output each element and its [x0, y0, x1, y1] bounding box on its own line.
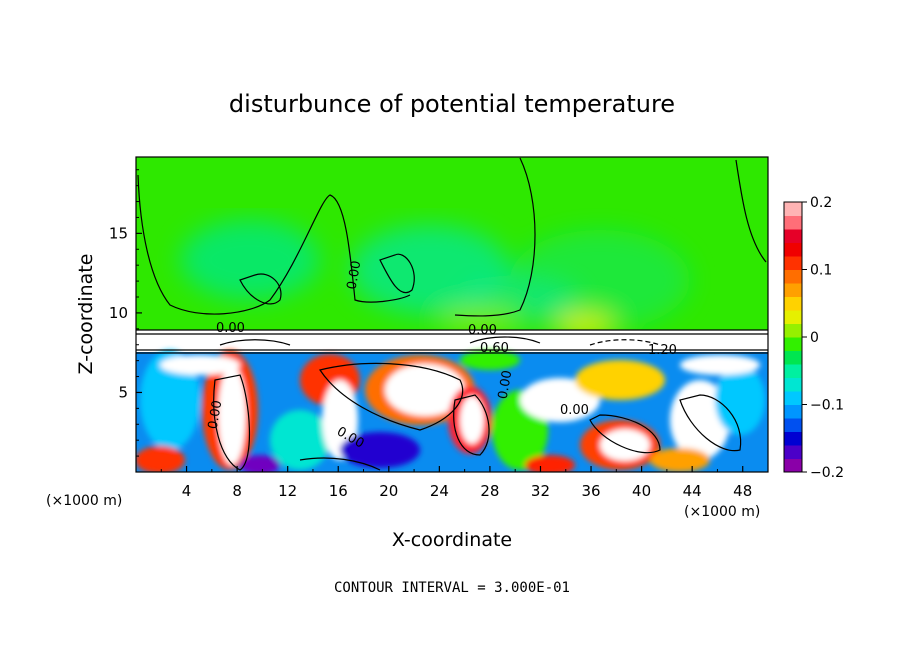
y-tick-label: 15: [109, 224, 128, 242]
contour-label: 0.00: [216, 321, 245, 336]
x-tick-label: 8: [232, 482, 242, 500]
colorbar-swatch: [784, 269, 802, 284]
colorbar-swatch: [784, 296, 802, 311]
colorbar-tick-label: 0.1: [810, 263, 832, 279]
y-tick-label: 10: [109, 304, 128, 322]
y-axis: 5 10 15: [109, 169, 142, 457]
colorbar-tick-label: −0.1: [810, 398, 844, 414]
contour-label: 0.00: [496, 369, 516, 400]
y-axis-label: Z-coordinate: [75, 254, 97, 375]
plot-frame: [135, 156, 769, 473]
contour-label: 1.20: [648, 343, 677, 358]
colorbar-tick-label: −0.2: [810, 465, 844, 481]
contour-label: 0.60: [480, 341, 509, 356]
y-axis-unit: (×1000 m): [684, 504, 760, 520]
colorbar-swatch: [784, 215, 802, 230]
colorbar-tick-label: 0.2: [810, 195, 832, 211]
x-tick-label: 48: [733, 482, 752, 500]
x-tick-label: 36: [581, 482, 600, 500]
contour-lines: [136, 157, 768, 471]
colorbar: 0.2 0.1 0 −0.1 −0.2: [783, 195, 844, 481]
x-tick-label: 28: [480, 482, 499, 500]
contour-label: 0.00: [206, 399, 226, 430]
colorbar-swatch: [784, 391, 802, 405]
colorbar-swatch: [784, 229, 802, 243]
colorbar-swatch: [784, 445, 802, 459]
contour-interval-note: CONTOUR INTERVAL = 3.000E-01: [334, 580, 570, 596]
x-tick-label: 44: [683, 482, 702, 500]
colorbar-swatch: [784, 256, 802, 270]
colorbar-swatch: [784, 418, 802, 432]
x-axis-unit: (×1000 m): [46, 493, 122, 509]
colorbar-swatch: [784, 404, 802, 419]
x-axis: 4 8 12 16 20 24 28 32 36 40 44 48: [160, 466, 752, 500]
x-tick-label: 16: [329, 482, 348, 500]
x-tick-label: 20: [379, 482, 398, 500]
x-tick-label: 24: [430, 482, 449, 500]
colorbar-swatch: [784, 202, 802, 216]
plot-area: 0.00 0.00 0.00 0.60 0.00 0.00 1.20 0.00 …: [136, 157, 768, 472]
colorbar-swatch: [784, 283, 802, 297]
x-tick-label: 32: [531, 482, 550, 500]
colorbar-tick-label: 0: [810, 330, 819, 346]
lower-field-patterns: [136, 350, 765, 472]
y-tick-label: 5: [118, 383, 128, 401]
colorbar-swatch: [784, 337, 802, 351]
colorbar-swatch: [784, 242, 802, 257]
colorbar-swatch: [784, 310, 802, 324]
colorbar-swatch: [784, 364, 802, 378]
contour-label: 0.00: [468, 323, 497, 338]
contour-label: 0.00: [345, 260, 365, 291]
x-tick-label: 12: [278, 482, 297, 500]
x-axis-label: X-coordinate: [392, 529, 512, 551]
chart-title: disturbunce of potential temperature: [229, 90, 675, 118]
x-tick-label: 40: [632, 482, 651, 500]
colorbar-swatch: [784, 458, 802, 473]
colorbar-swatch: [784, 350, 802, 365]
colorbar-swatch: [784, 377, 802, 392]
colorbar-swatch: [784, 323, 802, 338]
x-tick-label: 4: [182, 482, 192, 500]
contour-label: 0.00: [560, 403, 589, 418]
colorbar-swatch: [784, 431, 802, 446]
